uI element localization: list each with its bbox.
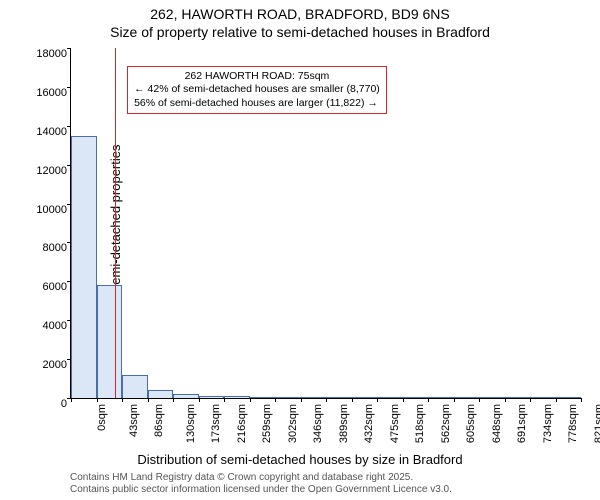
x-tick-mark xyxy=(479,398,480,402)
x-tick-label: 346sqm xyxy=(312,404,324,443)
x-tick-mark xyxy=(530,398,531,402)
histogram-bar xyxy=(224,396,250,398)
y-tick-label: 8000 xyxy=(17,242,67,254)
x-tick-label: 605sqm xyxy=(465,404,477,443)
x-tick-mark xyxy=(403,398,404,402)
histogram-bar xyxy=(199,396,225,398)
x-tick-mark xyxy=(301,398,302,402)
histogram-bar xyxy=(530,397,556,398)
annotation-line: 262 HAWORTH ROAD: 75sqm xyxy=(134,70,380,84)
x-axis-label: Distribution of semi-detached houses by … xyxy=(0,452,600,467)
y-tick-mark xyxy=(67,87,71,88)
x-tick-label: 648sqm xyxy=(491,404,503,443)
plot-area: 0200040006000800010000120001400016000180… xyxy=(70,48,581,399)
histogram-bar xyxy=(301,397,327,398)
histogram-bar xyxy=(505,397,531,398)
x-tick-mark xyxy=(556,398,557,402)
attribution-line1: Contains HM Land Registry data © Crown c… xyxy=(70,472,413,483)
x-tick-label: 259sqm xyxy=(261,404,273,443)
chart-title-line1: 262, HAWORTH ROAD, BRADFORD, BD9 6NS xyxy=(0,6,600,22)
x-tick-mark xyxy=(71,398,72,402)
x-tick-mark xyxy=(326,398,327,402)
y-tick-label: 18000 xyxy=(17,48,67,60)
chart-title-line2: Size of property relative to semi-detach… xyxy=(0,24,600,40)
histogram-bar xyxy=(454,397,480,398)
histogram-bar xyxy=(556,397,582,398)
x-tick-mark xyxy=(199,398,200,402)
x-tick-mark xyxy=(377,398,378,402)
y-tick-mark xyxy=(67,126,71,127)
attribution-line2: Contains public sector information licen… xyxy=(70,484,452,495)
x-tick-label: 518sqm xyxy=(414,404,426,443)
x-tick-label: 43sqm xyxy=(128,404,140,437)
histogram-bar xyxy=(173,394,199,398)
histogram-bar xyxy=(352,397,378,398)
x-tick-mark xyxy=(122,398,123,402)
y-tick-label: 10000 xyxy=(17,204,67,216)
annotation-line: ← 42% of semi-detached houses are smalle… xyxy=(134,83,380,97)
x-tick-label: 734sqm xyxy=(542,404,554,443)
x-tick-label: 691sqm xyxy=(516,404,528,443)
x-tick-mark xyxy=(224,398,225,402)
histogram-bar xyxy=(275,397,301,398)
y-tick-label: 4000 xyxy=(17,320,67,332)
y-tick-mark xyxy=(67,48,71,49)
property-marker-line xyxy=(115,48,116,398)
annotation-box: 262 HAWORTH ROAD: 75sqm← 42% of semi-det… xyxy=(127,66,387,115)
x-tick-label: 778sqm xyxy=(567,404,579,443)
histogram-bar xyxy=(403,397,429,398)
y-tick-label: 14000 xyxy=(17,126,67,138)
x-tick-label: 389sqm xyxy=(338,404,350,443)
histogram-bar xyxy=(479,397,505,398)
x-tick-label: 130sqm xyxy=(185,404,197,443)
chart-container: 262, HAWORTH ROAD, BRADFORD, BD9 6NS Siz… xyxy=(0,0,600,500)
y-tick-label: 0 xyxy=(17,398,67,410)
histogram-bar xyxy=(97,285,123,398)
histogram-bar xyxy=(71,136,97,399)
y-tick-label: 16000 xyxy=(17,87,67,99)
x-tick-label: 821sqm xyxy=(593,404,600,443)
y-tick-label: 12000 xyxy=(17,165,67,177)
x-tick-mark xyxy=(275,398,276,402)
x-tick-label: 216sqm xyxy=(236,404,248,443)
x-tick-mark xyxy=(97,398,98,402)
x-tick-mark xyxy=(454,398,455,402)
x-tick-label: 86sqm xyxy=(153,404,165,437)
x-tick-label: 0sqm xyxy=(96,404,108,431)
annotation-line: 56% of semi-detached houses are larger (… xyxy=(134,97,380,111)
x-tick-mark xyxy=(581,398,582,402)
x-tick-mark xyxy=(173,398,174,402)
histogram-bar xyxy=(122,375,148,398)
histogram-bar xyxy=(326,397,352,398)
histogram-bar xyxy=(148,390,174,398)
x-tick-label: 432sqm xyxy=(363,404,375,443)
x-tick-label: 562sqm xyxy=(440,404,452,443)
x-tick-mark xyxy=(352,398,353,402)
x-tick-mark xyxy=(148,398,149,402)
histogram-bar xyxy=(377,397,403,398)
x-tick-mark xyxy=(250,398,251,402)
x-tick-mark xyxy=(428,398,429,402)
x-tick-label: 173sqm xyxy=(210,404,222,443)
x-tick-label: 302sqm xyxy=(287,404,299,443)
histogram-bar xyxy=(428,397,454,398)
x-tick-mark xyxy=(505,398,506,402)
y-tick-label: 2000 xyxy=(17,359,67,371)
x-tick-label: 475sqm xyxy=(389,404,401,443)
histogram-bar xyxy=(250,397,276,398)
y-tick-label: 6000 xyxy=(17,281,67,293)
